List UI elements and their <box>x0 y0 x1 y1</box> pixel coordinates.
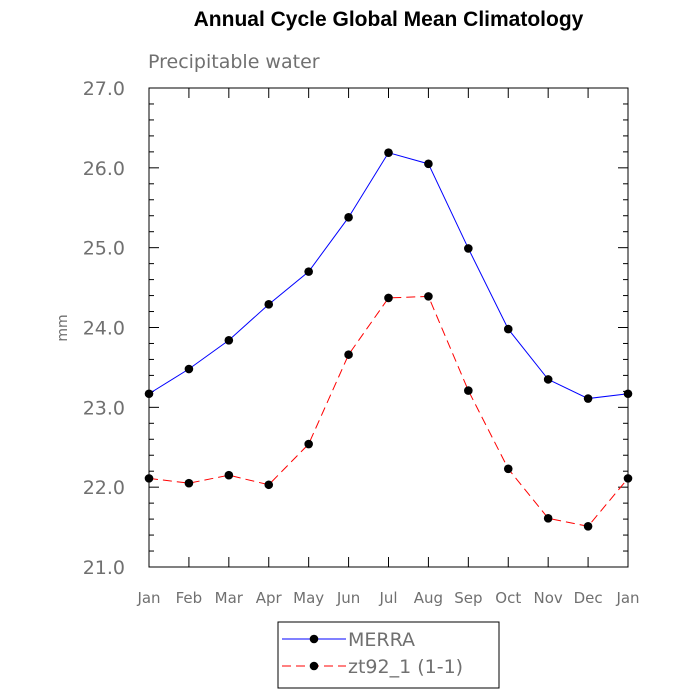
series-1-point <box>464 244 473 253</box>
series-2-point <box>184 478 194 488</box>
x-tick-labels: Jan Feb Mar Apr May Jun Jul Aug Sep Oct Nov Dec Jan <box>136 589 639 607</box>
x-tick-label: Nov <box>534 589 563 607</box>
series-1-point <box>543 375 553 384</box>
y-tick-label: 26.0 <box>83 158 125 180</box>
x-tick-label: Jul <box>378 589 397 607</box>
y-tick-label: 23.0 <box>83 397 125 419</box>
series-2-point <box>543 514 553 523</box>
series-2-point <box>384 293 393 303</box>
x-tick-label: Jun <box>336 589 360 607</box>
y-tick-label: 21.0 <box>83 557 125 579</box>
y-tick-label: 24.0 <box>83 318 125 340</box>
series-1-point <box>384 148 393 157</box>
legend-label-1: MERRA <box>348 629 415 651</box>
series-2-point <box>224 470 234 480</box>
x-tick-label: Jan <box>615 589 639 607</box>
series-2-point <box>583 521 593 531</box>
series-1-point <box>583 394 593 403</box>
x-tick-label: Sep <box>454 589 482 607</box>
series-1-point <box>264 300 274 309</box>
x-tick-label: Mar <box>215 589 244 607</box>
plot-frame <box>148 87 629 568</box>
legend-marker-2 <box>309 661 319 671</box>
y-tick-label: 27.0 <box>83 78 125 100</box>
series-layer <box>144 148 633 531</box>
axis-ticks <box>148 87 629 568</box>
x-tick-label: Aug <box>414 589 443 607</box>
x-tick-label: Apr <box>256 589 283 607</box>
series-1-point <box>503 324 513 334</box>
chart-subtitle: Precipitable water <box>148 51 320 73</box>
x-tick-label: Feb <box>176 589 203 607</box>
y-axis-label: mm <box>55 314 71 341</box>
legend-box <box>277 621 500 689</box>
legend-label-2: zt92_1 (1-1) <box>348 656 463 678</box>
series-line-1 <box>148 152 629 400</box>
x-tick-label: Dec <box>574 589 603 607</box>
legend-marker-1 <box>309 634 319 644</box>
series-2-point <box>464 386 473 395</box>
series-1-point <box>224 335 234 345</box>
series-2-point <box>264 480 274 490</box>
series-2-point <box>304 439 313 449</box>
y-tick-label: 25.0 <box>83 238 125 260</box>
series-1-point <box>184 364 194 374</box>
x-tick-label: May <box>293 589 324 607</box>
series-2-point <box>424 292 433 301</box>
series-1-point <box>304 267 313 276</box>
series-2-point <box>344 350 353 359</box>
series-line-2 <box>148 295 629 527</box>
x-tick-label: Oct <box>495 589 521 607</box>
series-2-point <box>503 464 513 474</box>
legend: MERRA zt92_1 (1-1) <box>277 621 500 689</box>
series-1-point <box>344 213 353 222</box>
y-tick-labels: 21.0 22.0 23.0 24.0 25.0 26.0 27.0 <box>83 78 125 579</box>
y-tick-label: 22.0 <box>83 477 125 499</box>
chart-title: Annual Cycle Global Mean Climatology <box>193 8 584 31</box>
series-1-point <box>424 159 433 169</box>
x-tick-label: Jan <box>136 589 160 607</box>
